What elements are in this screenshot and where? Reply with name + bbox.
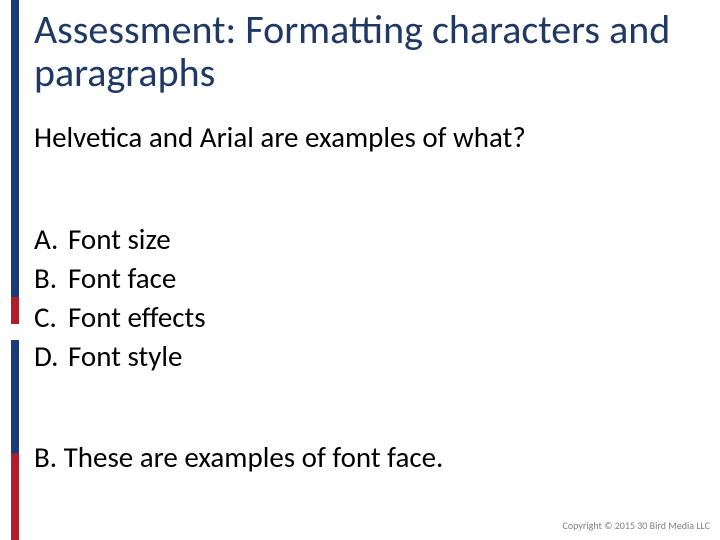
accent-bar — [11, 0, 19, 540]
options-list: A. Font size B. Font face C. Font effect… — [34, 220, 674, 377]
option-label: A. — [34, 220, 68, 259]
copyright-text: Copyright © 2015 30 Bird Media LLC — [563, 519, 711, 532]
option-label: B. — [34, 259, 68, 298]
option-text: Font size — [68, 220, 171, 259]
answer-text: B. These are examples of font face. — [34, 440, 674, 475]
option-b: B. Font face — [34, 259, 674, 298]
question-text: Helvetica and Arial are examples of what… — [34, 120, 674, 155]
slide: Assessment: Formatting characters and pa… — [0, 0, 720, 540]
option-a: A. Font size — [34, 220, 674, 259]
option-label: D. — [34, 337, 68, 376]
option-text: Font style — [68, 337, 182, 376]
option-label: C. — [34, 298, 68, 337]
option-text: Font effects — [68, 298, 206, 337]
option-c: C. Font effects — [34, 298, 674, 337]
option-text: Font face — [68, 259, 176, 298]
option-d: D. Font style — [34, 337, 674, 376]
slide-title: Assessment: Formatting characters and pa… — [34, 8, 674, 94]
